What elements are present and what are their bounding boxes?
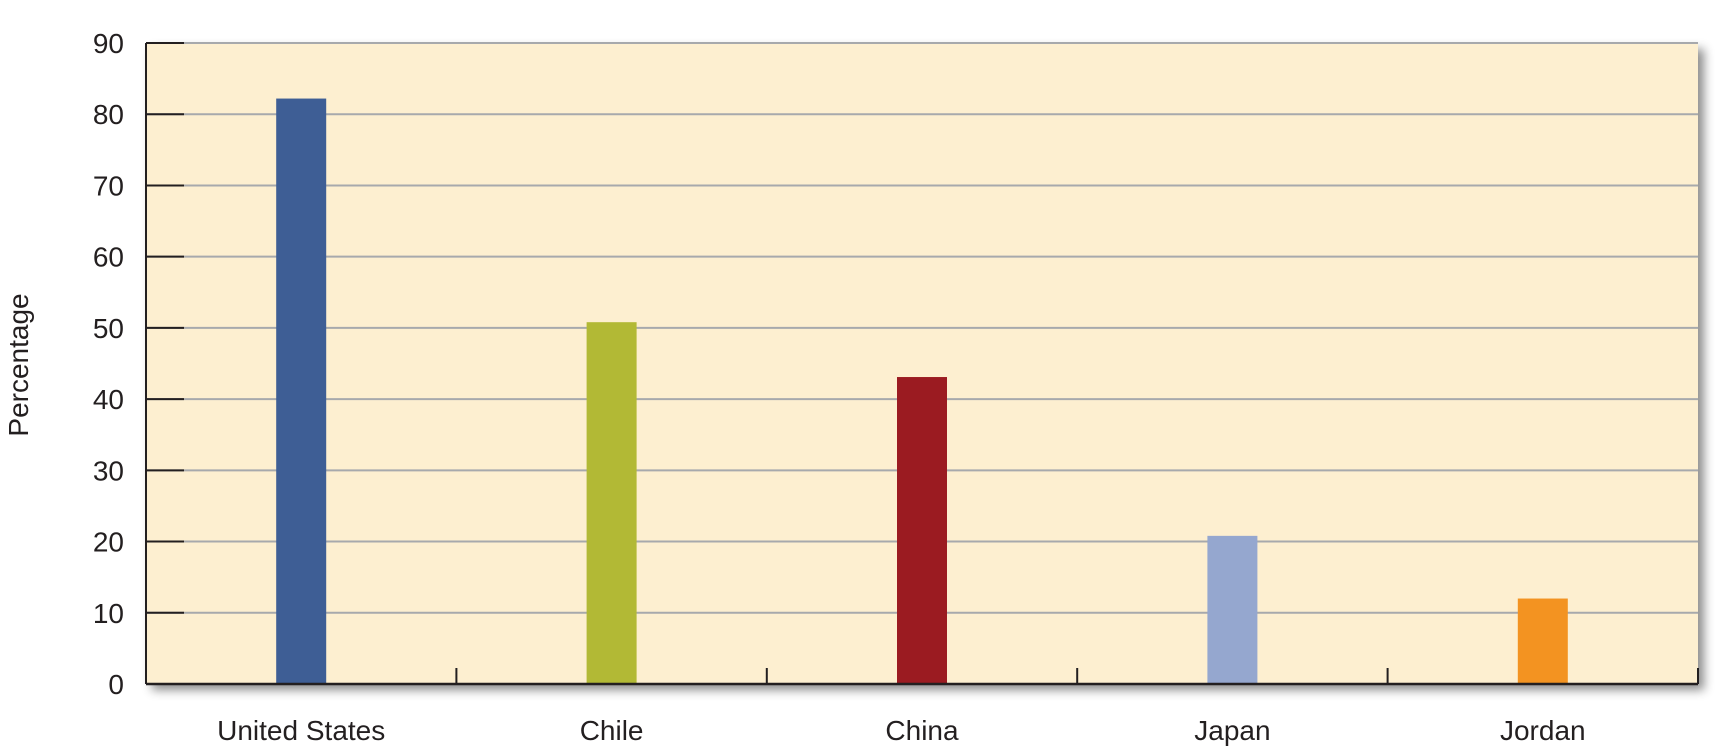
y-tick-label: 40 (93, 384, 124, 415)
y-tick-label: 30 (93, 455, 124, 486)
x-tick-label: China (885, 715, 959, 746)
y-tick-label: 20 (93, 527, 124, 558)
y-tick-labels: 0 10 20 30 40 50 60 70 80 90 (93, 28, 124, 700)
y-axis-title: Percentage (3, 293, 34, 436)
bar (586, 322, 637, 684)
x-tick-labels: United States Chile China Japan Jordan (217, 715, 1585, 746)
bar (276, 98, 327, 684)
x-tick-label: Jordan (1500, 715, 1586, 746)
y-tick-label: 60 (93, 242, 124, 273)
y-tick-label: 70 (93, 170, 124, 201)
y-tick-label: 50 (93, 313, 124, 344)
y-tick-label: 80 (93, 99, 124, 130)
bar (1517, 598, 1568, 684)
bars (276, 98, 1568, 684)
bar (1207, 535, 1258, 684)
y-tick-label: 90 (93, 28, 124, 59)
x-tick-label: Japan (1194, 715, 1270, 746)
x-tick-label: Chile (580, 715, 644, 746)
y-tick-label: 10 (93, 598, 124, 629)
y-tick-label: 0 (108, 669, 124, 700)
bar (897, 377, 947, 684)
axes (145, 42, 1699, 686)
x-tick-label: United States (217, 715, 385, 746)
